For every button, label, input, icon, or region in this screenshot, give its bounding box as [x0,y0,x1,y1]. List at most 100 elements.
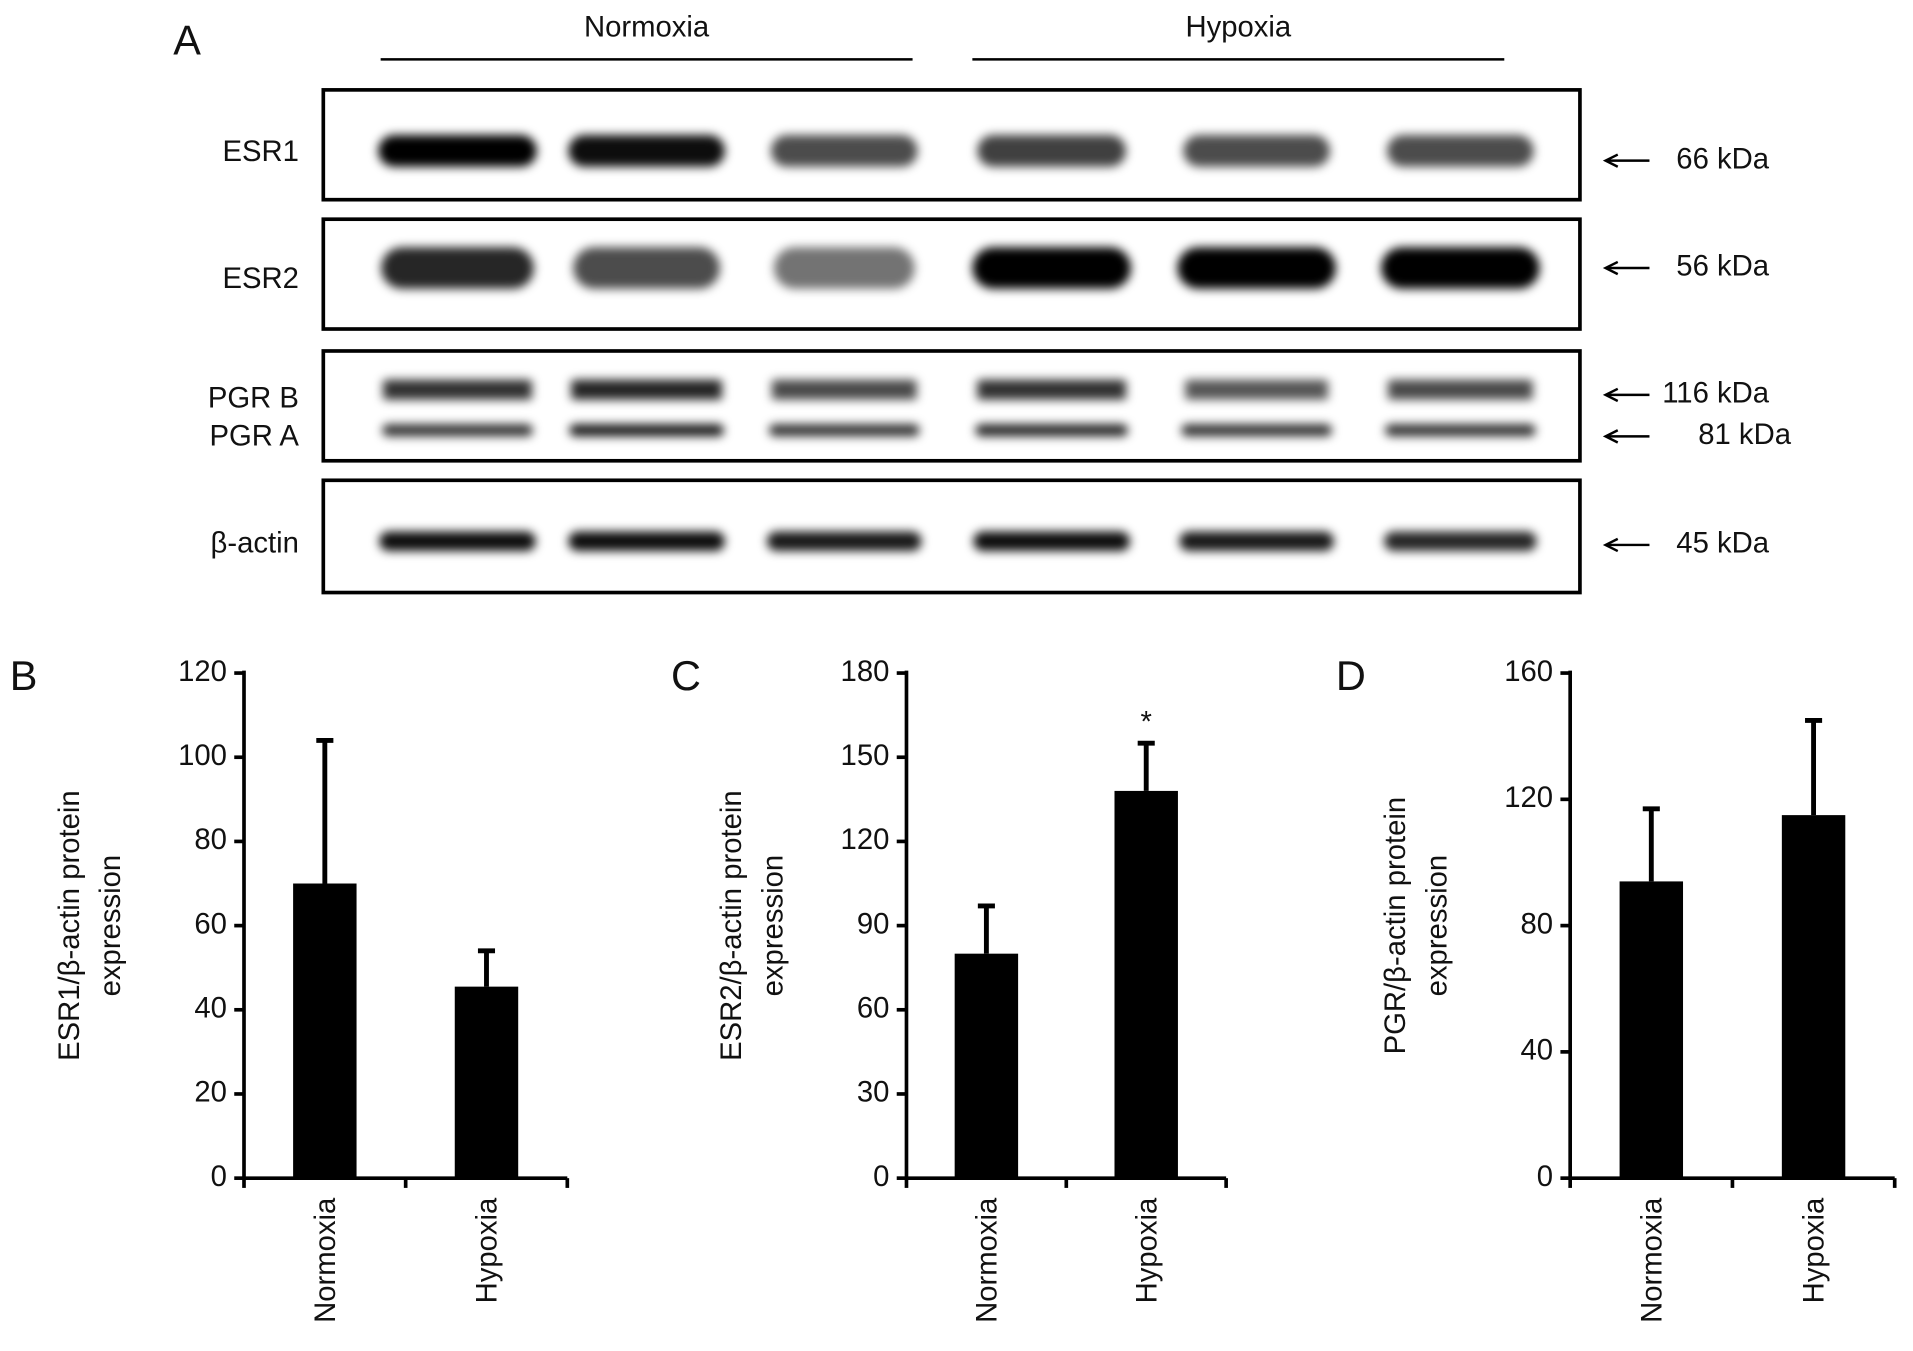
y-tick-label: 120 [1504,781,1553,814]
y-axis-label: PGR/β-actin protein expression [1379,797,1453,1055]
y-axis-label-line: ESR1/β-actin protein [52,790,85,1061]
row-label: PGR B [208,382,299,415]
bar [954,953,1019,1179]
arrow-head [1602,260,1619,276]
x-tick-label: Hypoxia [471,1197,504,1303]
group-label: Normoxia [584,11,710,44]
bar [454,986,519,1179]
blot-box [321,217,1582,331]
y-tick-label: 150 [841,739,890,772]
y-tick-label: 80 [194,823,227,856]
y-axis-label: ESR1/β-actin protein expression [52,790,126,1061]
band [382,424,533,437]
panel-label: A [173,16,201,63]
y-tick-label: 0 [211,1160,227,1193]
y-axis-label-line: PGR/β-actin protein [1379,797,1412,1055]
band [973,531,1130,552]
x-tick-label: Normoxia [309,1197,342,1323]
row-label: ESR2 [222,262,298,295]
blot-box [321,349,1582,463]
band [975,424,1128,437]
error-bar [477,948,496,987]
y-tick-label: 180 [841,655,890,688]
row-label: ESR1 [222,135,298,168]
marker-label: 45 kDa [1676,527,1769,560]
marker-label: 81 kDa [1698,418,1791,451]
band [569,424,724,437]
band [379,531,536,552]
y-tick-label: 40 [1521,1034,1554,1067]
panel-label: C [671,652,701,699]
band [568,531,725,552]
marker-label: 56 kDa [1676,250,1769,283]
band [570,390,723,400]
band [568,135,725,167]
band [1385,424,1536,437]
arrow-head [1602,153,1619,168]
band [972,247,1131,289]
band [382,379,533,391]
band [770,390,918,400]
bar [1781,815,1846,1179]
band [1181,424,1332,437]
y-tick-label: 120 [841,823,890,856]
band [1381,247,1540,289]
band [976,379,1127,391]
x-tick-label: Hypoxia [1130,1197,1163,1303]
x-tick-label: Normoxia [971,1197,1004,1323]
row-label: PGR A [209,419,299,452]
group-label: Hypoxia [1185,11,1291,44]
y-tick-label: 60 [857,992,890,1025]
x-tick-label: Hypoxia [1798,1197,1831,1303]
marker-label: 66 kDa [1676,142,1769,175]
band [1177,247,1336,289]
y-tick-label: 160 [1504,655,1553,688]
band [570,379,723,391]
row-label: β-actin [211,527,299,560]
band [1183,135,1330,167]
bar [1619,881,1684,1179]
band [381,247,534,289]
y-axis-label-line: ESR2/β-actin protein [715,790,748,1061]
band [1184,379,1329,391]
band [770,135,918,167]
arrow-head [1602,387,1619,403]
band [770,379,918,391]
y-tick-label: 0 [1537,1160,1553,1193]
panel-label: D [1336,652,1366,699]
y-tick-label: 100 [178,739,227,772]
y-tick-label: 30 [857,1076,890,1109]
significance-mark: * [1141,705,1152,738]
y-tick-label: 90 [857,907,890,940]
x-tick-label: Normoxia [1635,1197,1668,1323]
band [773,247,915,289]
y-axis-label-line: expression [756,855,789,997]
arrow-head [1602,429,1619,444]
band [768,424,920,437]
y-tick-label: 120 [178,655,227,688]
blot-bands [378,135,1540,552]
y-tick-label: 20 [194,1076,227,1109]
arrow-head [1602,537,1619,553]
blot-box [321,88,1582,202]
marker-label: 116 kDa [1662,377,1770,410]
band [573,247,720,289]
error-bar [977,903,995,954]
band [976,390,1127,400]
error-bar [1805,717,1823,816]
band [382,390,533,400]
band [1387,379,1534,391]
panel-label: B [10,652,38,699]
band [977,135,1127,167]
bar [293,883,357,1179]
y-axis-label-line: expression [1420,855,1453,997]
y-tick-label: 0 [873,1160,889,1193]
bar [1114,790,1178,1179]
error-bar [1642,806,1660,882]
y-axis-label: ESR2/β-actin protein expression [715,790,789,1061]
band [1384,531,1537,552]
band [1387,390,1534,400]
band [378,135,537,167]
band [1387,135,1534,167]
